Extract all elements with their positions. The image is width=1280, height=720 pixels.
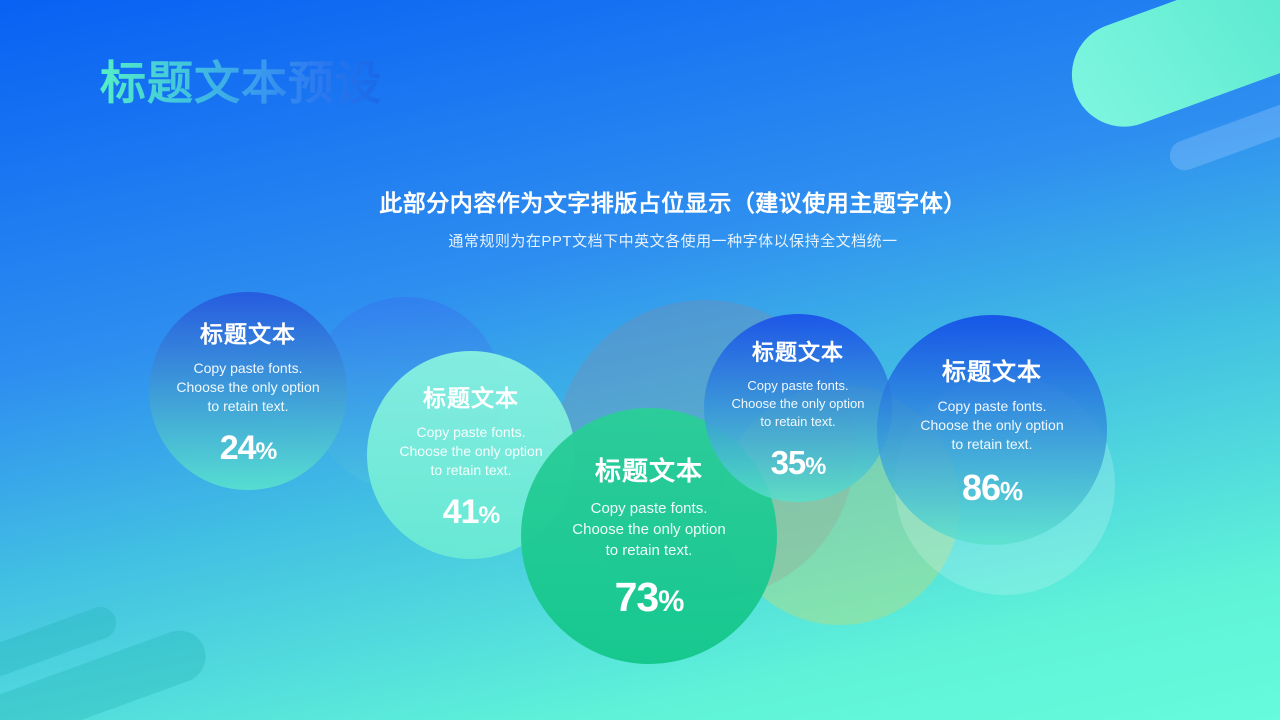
- percent-sign: %: [658, 585, 684, 618]
- percent-sign: %: [478, 501, 501, 529]
- stat-value-number: 41: [442, 492, 480, 531]
- stat-body: Copy paste fonts. Choose the only option…: [176, 359, 320, 414]
- stat-value: 24%: [219, 428, 278, 468]
- stat-value: 73%: [614, 574, 685, 621]
- percent-sign: %: [255, 437, 278, 465]
- stat-value: 35%: [770, 443, 827, 482]
- stat-body: Copy paste fonts. Choose the only option…: [399, 423, 543, 478]
- stat-value-number: 86: [961, 466, 1001, 508]
- subtitle-block: 此部分内容作为文字排版占位显示（建议使用主题字体） 通常规则为在PPT文档下中英…: [340, 184, 1006, 251]
- subtitle-text: 此部分内容作为文字排版占位显示（建议使用主题字体）: [379, 190, 967, 216]
- stat-body: Copy paste fonts. Choose the only option…: [572, 500, 726, 559]
- stat-value-number: 35: [770, 443, 807, 481]
- stat-title: 标题文本: [423, 384, 519, 411]
- percent-sign: %: [1000, 477, 1023, 506]
- stat-value-number: 24: [219, 428, 257, 467]
- slide-title: 标题文本预设: [100, 57, 382, 109]
- stat-title: 标题文本: [200, 320, 296, 347]
- stat-body: Copy paste fonts. Choose the only option…: [920, 397, 1064, 452]
- stat-circle-24: 标题文本 Copy paste fonts. Choose the only o…: [149, 292, 347, 490]
- stat-value: 86%: [961, 466, 1023, 509]
- stat-title: 标题文本: [942, 358, 1042, 386]
- stat-title: 标题文本: [751, 339, 844, 365]
- stat-value-number: 73: [614, 574, 660, 620]
- stat-value: 41%: [442, 492, 501, 532]
- stat-title: 标题文本: [594, 456, 703, 486]
- stat-body: Copy paste fonts. Choose the only option…: [731, 377, 865, 429]
- stat-circle-35: 标题文本 Copy paste fonts. Choose the only o…: [704, 314, 892, 502]
- stat-circle-86: 标题文本 Copy paste fonts. Choose the only o…: [877, 315, 1107, 545]
- percent-sign: %: [805, 452, 826, 480]
- subtitle-note: 通常规则为在PPT文档下中英文各使用一种字体以保持全文档统一: [448, 233, 898, 250]
